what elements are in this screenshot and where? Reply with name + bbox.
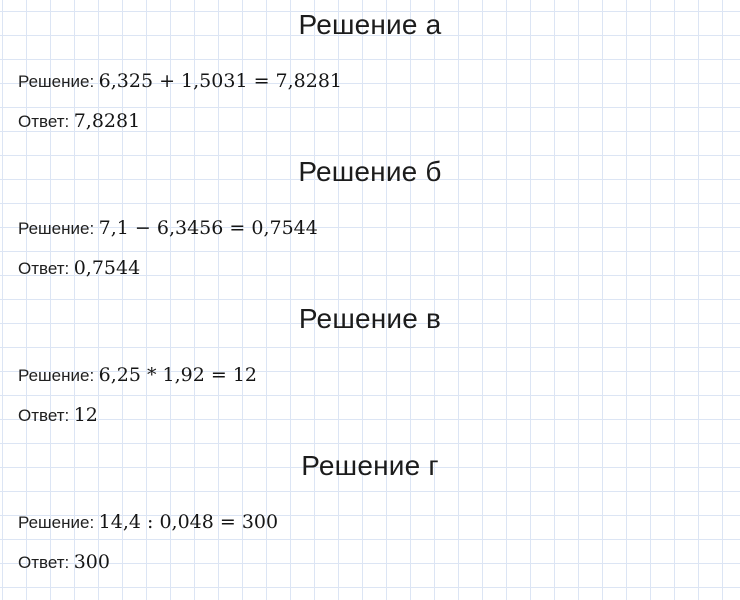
answer-line: Ответ: 12 [0, 402, 740, 430]
section-heading: Решение а [298, 9, 442, 40]
section-heading: Решение б [298, 156, 442, 187]
solution-expression: 14,4 : 0,048 = 300 [98, 511, 279, 533]
answer-value: 7,8281 [73, 110, 141, 132]
solution-expression: 6,25 * 1,92 = 12 [98, 364, 258, 386]
answer-label: Ответ: [18, 112, 70, 131]
solution-label: Решение: [18, 366, 95, 385]
solution-label: Решение: [18, 219, 95, 238]
answer-label: Ответ: [18, 259, 70, 278]
solution-line: Решение: 6,325 + 1,5031 = 7,8281 [0, 68, 740, 96]
answer-line: Ответ: 0,7544 [0, 255, 740, 283]
answer-value: 12 [73, 404, 98, 426]
solution-line: Решение: 7,1 − 6,3456 = 0,7544 [0, 215, 740, 243]
answer-value: 300 [73, 551, 110, 573]
answer-value: 0,7544 [73, 257, 141, 279]
solution-section-g: Решение г Решение: 14,4 : 0,048 = 300 От… [0, 441, 740, 588]
section-heading: Решение в [298, 303, 442, 334]
answer-label: Ответ: [18, 406, 70, 425]
section-heading: Решение г [301, 450, 439, 481]
solution-label: Решение: [18, 513, 95, 532]
solution-line: Решение: 6,25 * 1,92 = 12 [0, 362, 740, 390]
solution-section-v: Решение в Решение: 6,25 * 1,92 = 12 Отве… [0, 294, 740, 441]
solution-line: Решение: 14,4 : 0,048 = 300 [0, 509, 740, 537]
solution-expression: 7,1 − 6,3456 = 0,7544 [98, 217, 318, 239]
answer-line: Ответ: 7,8281 [0, 108, 740, 136]
solution-section-b: Решение б Решение: 7,1 − 6,3456 = 0,7544… [0, 147, 740, 294]
answer-line: Ответ: 300 [0, 549, 740, 577]
solution-section-a: Решение а Решение: 6,325 + 1,5031 = 7,82… [0, 0, 740, 147]
answer-label: Ответ: [18, 553, 70, 572]
solution-label: Решение: [18, 72, 95, 91]
solution-expression: 6,325 + 1,5031 = 7,8281 [98, 70, 343, 92]
